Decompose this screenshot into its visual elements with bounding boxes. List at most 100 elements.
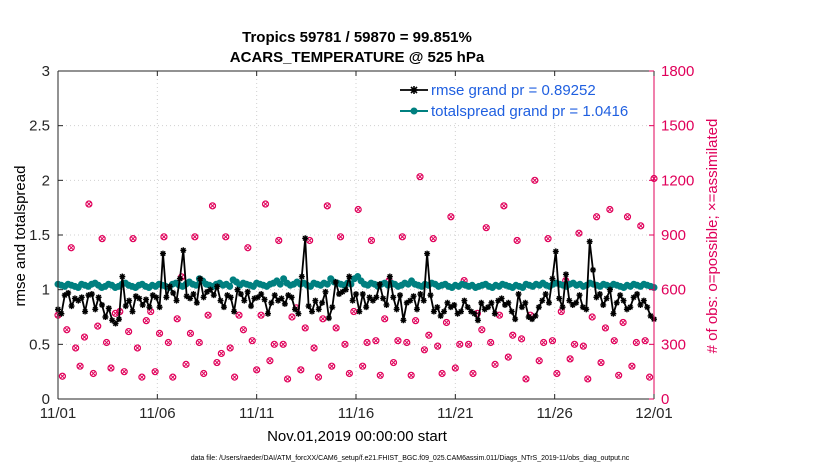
- rmse-point: [522, 299, 529, 306]
- obs-assimilated-marker: [73, 345, 79, 351]
- y-left-tick-label: 2.5: [29, 118, 50, 135]
- obs-assimilated-marker: [170, 374, 176, 380]
- obs-possible-marker: [120, 368, 128, 376]
- rmse-point: [478, 299, 485, 306]
- rmse-point: [535, 304, 542, 311]
- rmse-point: [237, 291, 244, 298]
- obs-assimilated-marker: [638, 223, 644, 229]
- rmse-point: [380, 295, 387, 302]
- obs-assimilated-marker: [183, 361, 189, 367]
- obs-possible-marker: [531, 176, 539, 184]
- rmse-point: [569, 301, 576, 308]
- rmse-point: [251, 295, 258, 302]
- obs-possible-marker: [645, 373, 654, 381]
- rmse-point: [302, 235, 309, 242]
- rmse-point: [627, 304, 634, 311]
- obs-possible-marker: [416, 173, 424, 181]
- obs-possible-marker: [597, 358, 605, 367]
- obs-possible-marker: [425, 331, 433, 339]
- obs-assimilated-marker: [598, 360, 604, 366]
- obs-possible-marker: [151, 368, 159, 376]
- rmse-point: [193, 299, 200, 306]
- rmse-point: [485, 304, 492, 311]
- obs-assimilated-marker: [337, 234, 344, 240]
- rmse-point: [132, 293, 139, 300]
- rmse-point: [234, 286, 241, 293]
- rmse-point: [261, 296, 268, 303]
- rmse-point: [322, 288, 329, 295]
- rmse-point: [644, 304, 651, 311]
- rmse-point: [102, 314, 109, 320]
- obs-assimilated-marker: [567, 356, 573, 362]
- obs-possible-marker: [279, 340, 287, 348]
- obs-assimilated-marker: [271, 341, 277, 347]
- y-left-tick-label: 2: [42, 172, 50, 189]
- obs-assimilated-marker: [329, 363, 335, 369]
- obs-assimilated-marker: [311, 345, 317, 351]
- rmse-point: [424, 250, 431, 257]
- rmse-point: [95, 294, 102, 301]
- obs-possible-marker: [164, 338, 172, 347]
- rmse-point: [457, 308, 464, 315]
- rmse-point: [532, 312, 539, 319]
- rmse-point: [214, 283, 221, 290]
- obs-assimilated-marker: [152, 369, 158, 375]
- obs-assimilated-marker: [523, 376, 529, 382]
- rmse-point: [75, 297, 82, 304]
- obs-possible-marker: [544, 235, 552, 243]
- obs-possible-marker: [133, 344, 142, 352]
- rmse-point: [579, 304, 586, 311]
- obs-assimilated-marker: [77, 363, 83, 369]
- obs-assimilated-marker: [443, 319, 450, 326]
- rmse-point: [92, 306, 99, 313]
- obs-assimilated-marker: [254, 367, 260, 373]
- obs-possible-marker: [266, 357, 274, 365]
- x-tick-label: 11/16: [338, 405, 374, 422]
- obs-possible-marker: [138, 373, 146, 381]
- obs-possible-marker: [155, 329, 164, 337]
- obs-possible-marker: [275, 236, 283, 245]
- obs-possible-marker: [125, 327, 133, 336]
- obs-possible-marker: [142, 317, 150, 325]
- rmse-point: [126, 297, 133, 304]
- rmse-point: [610, 310, 617, 317]
- rmse-point: [268, 299, 275, 306]
- rmse-point: [78, 294, 85, 301]
- rmse-point: [623, 306, 630, 313]
- x-tick-label: 11/26: [536, 405, 572, 422]
- rmse-point: [85, 292, 92, 299]
- obs-assimilated-marker: [139, 374, 145, 380]
- rmse-point: [464, 304, 471, 311]
- y-left-tick-label: 3: [42, 63, 50, 80]
- obs-assimilated-marker: [532, 177, 538, 183]
- rmse-point: [112, 320, 119, 327]
- rmse-point: [407, 297, 414, 304]
- rmse-point: [156, 304, 163, 311]
- obs-possible-marker: [341, 340, 349, 348]
- obs-assimilated-marker: [95, 323, 101, 329]
- obs-assimilated-marker: [430, 236, 436, 242]
- rmse-point: [376, 281, 383, 288]
- rmse-point: [275, 297, 282, 304]
- rmse-point: [529, 316, 536, 323]
- obs-possible-marker: [200, 369, 208, 378]
- obs-possible-marker: [248, 337, 256, 345]
- obs-possible-marker: [570, 340, 579, 348]
- rmse-point: [292, 306, 299, 313]
- obs-possible-marker: [566, 355, 574, 363]
- rmse-point: [430, 308, 437, 315]
- obs-possible-marker: [191, 233, 199, 241]
- obs-possible-marker: [464, 340, 473, 348]
- obs-assimilated-marker: [417, 174, 423, 180]
- rmse-point: [488, 299, 495, 306]
- obs-assimilated-marker: [161, 234, 167, 240]
- y-right-tick-label: 1800: [661, 63, 694, 80]
- obs-assimilated-marker: [536, 358, 542, 364]
- obs-assimilated-marker: [501, 203, 507, 209]
- obs-possible-marker: [632, 338, 640, 347]
- rmse-point: [576, 292, 583, 299]
- rmse-point: [498, 295, 505, 302]
- obs-possible-marker: [288, 313, 296, 321]
- rmse-point: [353, 291, 359, 298]
